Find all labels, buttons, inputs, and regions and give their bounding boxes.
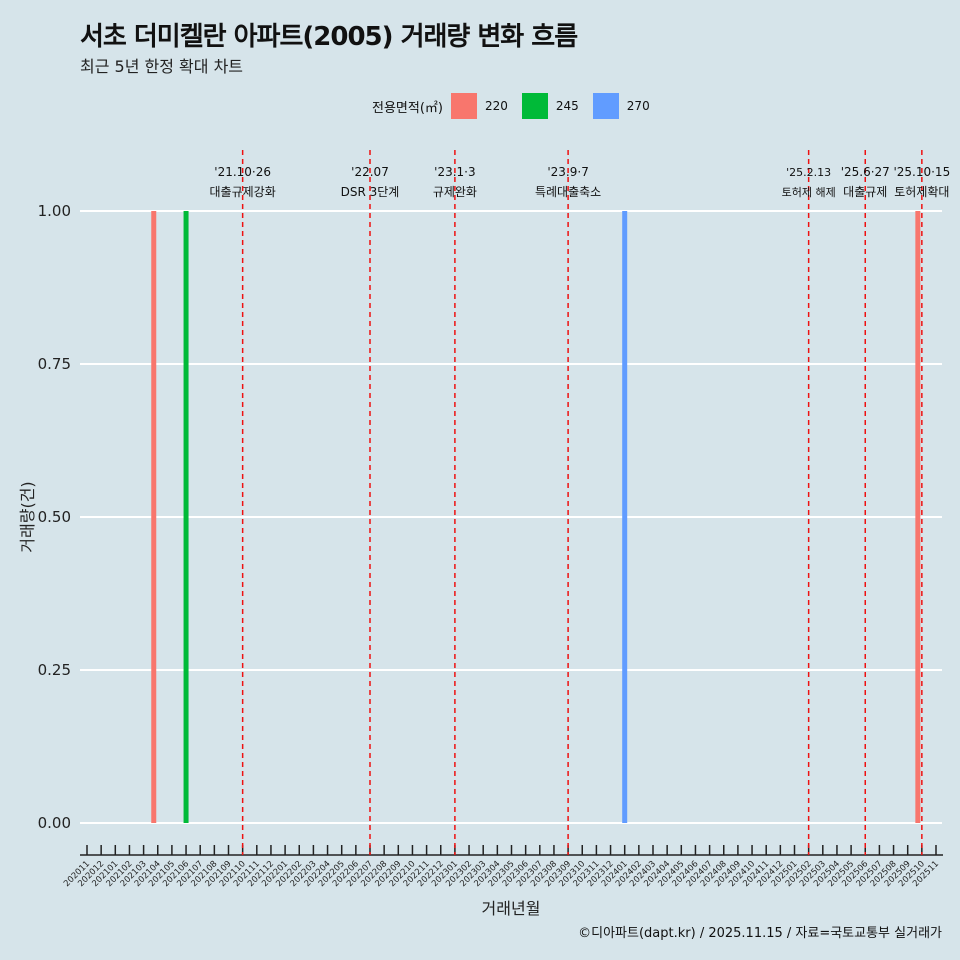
legend-swatch-270 — [592, 93, 619, 119]
chart-title: 서초 더미켈란 아파트(2005) 거래량 변화 흐름 — [80, 22, 578, 52]
event-date: '23.1·3 — [434, 165, 475, 179]
bar-220-202510 — [915, 211, 921, 823]
legend-label-220: 220 — [484, 99, 508, 113]
bar-220-202104 — [151, 211, 157, 823]
caption: ©디아파트(dapt.kr) / 2025.11.15 / 자료=국토교통부 실… — [578, 926, 942, 941]
legend-label-270: 270 — [626, 99, 650, 113]
event-label: 대출규제 — [843, 185, 887, 199]
legend-swatch-220 — [450, 93, 477, 119]
y-tick-label: 0.25 — [38, 661, 71, 679]
legend-swatch-245 — [521, 93, 548, 119]
chart-subtitle: 최근 5년 한정 확대 차트 — [80, 57, 244, 76]
event-date: '25.6·27 — [841, 165, 890, 179]
bar-245-202106 — [183, 211, 189, 823]
y-tick-label: 1.00 — [38, 202, 71, 220]
bar-270-202401 — [622, 211, 628, 823]
y-axis-title: 거래량(건) — [18, 481, 37, 552]
x-axis-title: 거래년월 — [482, 899, 541, 918]
legend: 전용면적(㎡) 220 245 270 — [372, 93, 656, 119]
event-label: 토허제 해제 — [782, 185, 836, 199]
event-date: '23.9·7 — [547, 165, 588, 179]
legend-title: 전용면적(㎡) — [372, 100, 443, 116]
event-label: 토허제확대 — [894, 185, 949, 199]
legend-label-245: 245 — [555, 99, 579, 113]
event-date: '21.10·26 — [214, 165, 271, 179]
event-date: '22.07 — [351, 165, 389, 179]
event-label: 규제완화 — [433, 185, 477, 199]
event-date: '25.2.13 — [786, 166, 831, 179]
event-date: '25.10·15 — [893, 165, 950, 179]
event-label: 특례대출축소 — [535, 185, 601, 199]
event-label: 대출규제강화 — [210, 185, 276, 199]
y-tick-label: 0.75 — [38, 355, 71, 373]
event-label: DSR 3단계 — [341, 185, 400, 199]
y-tick-label: 0.50 — [38, 508, 71, 526]
y-tick-label: 0.00 — [38, 814, 71, 832]
